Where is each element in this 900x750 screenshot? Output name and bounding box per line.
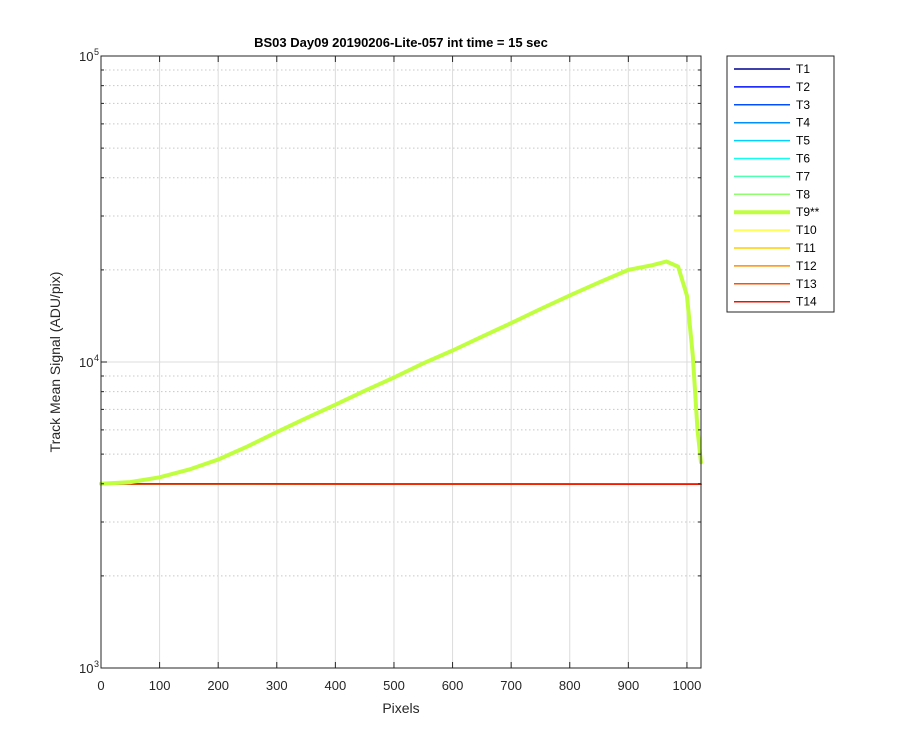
y-tick-label: 10: [79, 661, 93, 676]
chart-title: BS03 Day09 20190206-Lite-057 int time = …: [254, 35, 548, 50]
x-tick-label: 0: [97, 678, 104, 693]
x-tick-label: 1000: [672, 678, 701, 693]
legend-label: T6: [796, 152, 810, 166]
series-line-t9: [99, 259, 703, 486]
legend-label: T8: [796, 187, 810, 201]
x-tick-labels: 0 100 200 300 400 500 600 700 800 900 1000: [97, 678, 701, 693]
legend[interactable]: T1 T2 T3 T4 T5 T6 T7 T8 T9** T10 T11 T12 T13 T14: [726, 55, 835, 313]
legend-items: T1 T2 T3 T4 T5 T6 T7 T8 T9** T10 T11 T12 T13 T14: [734, 62, 820, 309]
y-tick-label: 10: [79, 355, 93, 370]
x-tick-label: 300: [266, 678, 288, 693]
legend-label: T13: [796, 277, 817, 291]
x-tick-label: 700: [500, 678, 522, 693]
legend-label: T3: [796, 98, 810, 112]
x-tick-label: 600: [442, 678, 464, 693]
x-tick-label: 200: [207, 678, 229, 693]
legend-label: T9**: [796, 205, 820, 219]
y-axis-label: Track Mean Signal (ADU/pix): [47, 272, 63, 453]
legend-label: T4: [796, 116, 810, 130]
legend-label: T14: [796, 295, 817, 309]
legend-label: T10: [796, 223, 817, 237]
legend-label: T7: [796, 169, 810, 183]
y-tick-label: 10: [79, 49, 93, 64]
legend-label: T12: [796, 259, 817, 273]
legend-label: T1: [796, 62, 810, 76]
legend-label: T5: [796, 134, 810, 148]
legend-label: T2: [796, 80, 810, 94]
x-tick-label: 100: [149, 678, 171, 693]
x-tick-label: 800: [559, 678, 581, 693]
axis-ticks: [100, 56, 701, 669]
x-tick-label: 900: [617, 678, 639, 693]
legend-box: [726, 55, 835, 313]
x-axis-label: Pixels: [382, 700, 419, 716]
y-tick-exponent: 4: [94, 353, 99, 363]
x-tick-label: 500: [383, 678, 405, 693]
y-tick-exponent: 5: [94, 47, 99, 57]
y-tick-exponent: 3: [94, 659, 99, 669]
legend-label: T11: [796, 241, 816, 255]
x-tick-label: 400: [325, 678, 347, 693]
series-lines: [99, 259, 703, 486]
